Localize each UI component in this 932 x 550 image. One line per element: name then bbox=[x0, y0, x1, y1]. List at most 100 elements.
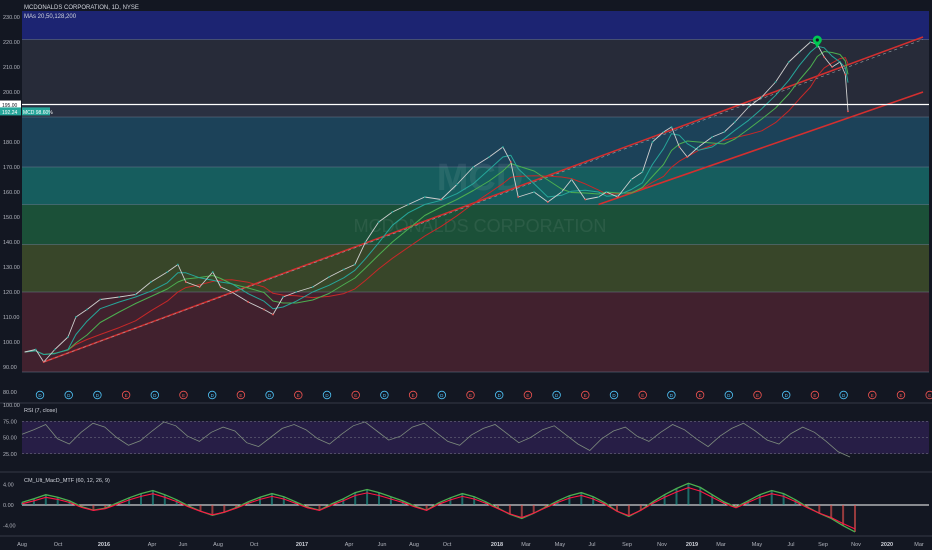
dividend-marker bbox=[207, 390, 217, 400]
price-point bbox=[42, 361, 45, 363]
earnings-marker bbox=[896, 390, 906, 400]
time-tick-label: Sep bbox=[818, 542, 828, 548]
macd-tick-label: -4.00 bbox=[3, 524, 16, 530]
macd-histogram-bar bbox=[175, 499, 178, 505]
event-letter: E bbox=[641, 393, 644, 398]
time-tick-label: Mar bbox=[521, 542, 531, 548]
price-line bbox=[24, 41, 849, 363]
price-point bbox=[711, 136, 714, 138]
price-level-badge bbox=[0, 100, 21, 109]
price-point bbox=[651, 141, 654, 143]
price-point bbox=[570, 178, 573, 181]
dividend-marker bbox=[495, 390, 504, 400]
macd-histogram-bar bbox=[282, 496, 285, 505]
earnings-marker bbox=[695, 390, 705, 400]
watermark-name: MCDONALDS CORPORATION bbox=[354, 216, 607, 236]
earnings-marker bbox=[294, 390, 303, 400]
price-point bbox=[488, 156, 491, 158]
event-letter: E bbox=[125, 393, 128, 398]
earnings-marker bbox=[581, 390, 590, 400]
price-point bbox=[134, 293, 137, 296]
event-letter: E bbox=[699, 393, 702, 398]
rsi-tick-label: 75.00 bbox=[3, 419, 17, 425]
price-zone bbox=[22, 292, 929, 372]
macd-histogram-bar bbox=[580, 492, 583, 505]
price-point bbox=[733, 121, 736, 123]
price-tick-label: 120.00 bbox=[3, 290, 20, 296]
price-point bbox=[219, 286, 222, 288]
price-tick-label: 230.00 bbox=[3, 15, 20, 21]
macd-histogram-bar bbox=[223, 505, 226, 513]
time-tick-label: 2017 bbox=[296, 542, 308, 548]
dividend-marker bbox=[667, 390, 676, 400]
macd-histogram-bar bbox=[44, 494, 47, 505]
price-point bbox=[328, 276, 330, 278]
time-tick-label: Aug bbox=[213, 542, 223, 548]
price-point bbox=[211, 271, 214, 273]
price-tick-label: 180.00 bbox=[3, 140, 20, 146]
price-point bbox=[118, 296, 121, 298]
time-tick-label: Nov bbox=[657, 542, 667, 548]
time-tick-label: 2019 bbox=[686, 542, 698, 548]
macd-histogram-bar bbox=[830, 505, 833, 519]
macd-histogram-bar bbox=[568, 495, 571, 505]
earnings-marker bbox=[523, 390, 533, 400]
macd-histogram-bar bbox=[806, 505, 809, 508]
time-tick-label: Apr bbox=[345, 542, 354, 548]
time-tick-label: Aug bbox=[409, 542, 419, 548]
price-level-badge-text: 195.00 bbox=[2, 103, 18, 109]
dividend-marker bbox=[380, 390, 389, 400]
price-point bbox=[407, 203, 410, 206]
price-point bbox=[605, 191, 608, 193]
price-point bbox=[282, 296, 284, 298]
price-point bbox=[560, 191, 563, 193]
event-letter: E bbox=[756, 393, 759, 398]
macd-histogram-bar bbox=[782, 493, 785, 505]
macd-histogram-bar bbox=[699, 487, 702, 505]
macd-histogram-bar bbox=[151, 490, 154, 505]
macd-histogram-bar bbox=[711, 494, 714, 505]
price-tick-label: 100.00 bbox=[3, 340, 20, 346]
event-letter: D bbox=[153, 393, 157, 398]
price-point bbox=[86, 308, 88, 311]
earnings-marker bbox=[638, 390, 647, 400]
dividend-marker bbox=[609, 390, 619, 400]
macd-histogram-bar bbox=[92, 505, 95, 511]
event-letter: D bbox=[498, 393, 502, 398]
price-point bbox=[501, 146, 504, 148]
event-letter: D bbox=[96, 393, 100, 398]
price-point bbox=[774, 81, 777, 83]
event-letter: D bbox=[38, 393, 42, 398]
macd-histogram-bar bbox=[354, 492, 357, 505]
time-tick-label: Oct bbox=[443, 542, 452, 548]
macd-histogram-bar bbox=[425, 505, 428, 511]
last-price-badge-text: 192.24 bbox=[2, 110, 18, 116]
dividend-marker bbox=[35, 390, 45, 400]
event-letter: E bbox=[469, 393, 472, 398]
macd-histogram-bar bbox=[318, 505, 321, 511]
event-letter: E bbox=[182, 393, 185, 398]
macd-histogram-bar bbox=[342, 498, 345, 505]
time-tick-label: Oct bbox=[250, 542, 259, 548]
rsi-tick-label: 100.00 bbox=[3, 403, 20, 409]
price-point bbox=[533, 191, 535, 193]
price-point bbox=[472, 166, 475, 168]
map-pin-tip bbox=[814, 43, 821, 48]
earnings-marker bbox=[810, 390, 820, 400]
price-point bbox=[247, 301, 250, 303]
price-point bbox=[787, 61, 790, 63]
macd-histogram-bar bbox=[687, 483, 690, 505]
map-pin-dot bbox=[815, 38, 819, 42]
macd-histogram-bar bbox=[306, 505, 309, 508]
price-tick-label: 150.00 bbox=[3, 215, 20, 221]
event-letter: E bbox=[871, 393, 874, 398]
dividend-marker bbox=[839, 390, 848, 400]
event-letter: D bbox=[211, 393, 215, 398]
macd-histogram-bar bbox=[80, 505, 83, 507]
time-tick-label: 2016 bbox=[98, 542, 110, 548]
price-point bbox=[839, 61, 841, 63]
price-point bbox=[311, 286, 314, 288]
price-point bbox=[440, 198, 442, 201]
macd-histogram-bar bbox=[794, 499, 797, 505]
